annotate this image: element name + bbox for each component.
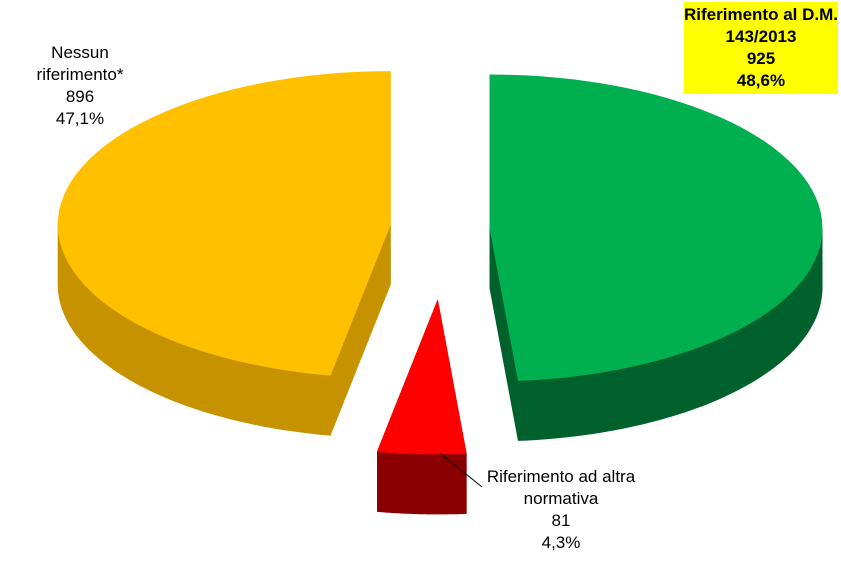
value-label: 81 — [551, 511, 571, 530]
share-label: 4,3% — [541, 533, 581, 552]
slice — [489, 74, 823, 381]
value-label: 896 — [65, 87, 95, 106]
slice-label: Riferimento al D.M. 143/2013 925 48,6% — [684, 2, 838, 94]
slice-label: Riferimento ad altra normativa 81 4,3% — [476, 466, 646, 554]
category-label: Nessun riferimento* — [36, 43, 124, 84]
share-label: 47,1% — [55, 109, 105, 128]
slice — [376, 299, 467, 455]
slice — [57, 71, 391, 376]
slice-side — [377, 450, 467, 515]
leader-line — [439, 452, 483, 488]
category-label: Riferimento ad altra normativa — [486, 467, 636, 508]
category-label: Riferimento al D.M. 143/2013 — [684, 5, 838, 46]
value-label: 925 — [746, 49, 776, 68]
share-label: 48,6% — [736, 71, 786, 90]
slice-label: Nessun riferimento* 896 47,1% — [25, 42, 135, 130]
